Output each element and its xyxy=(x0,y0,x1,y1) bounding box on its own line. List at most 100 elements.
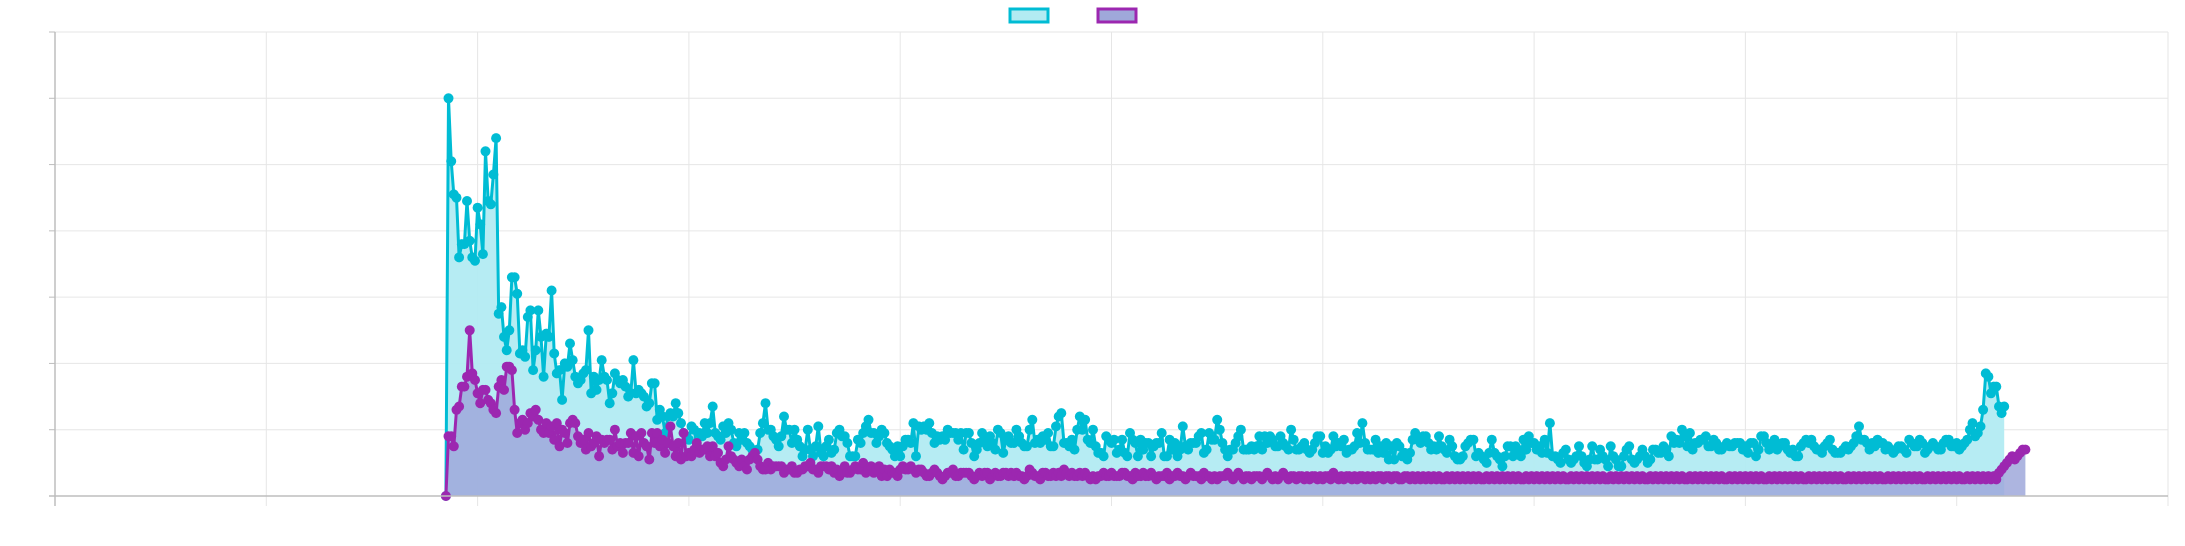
data-point[interactable] xyxy=(1962,434,1973,445)
legend-swatch-series-2[interactable] xyxy=(1096,7,1138,24)
data-point[interactable] xyxy=(470,375,480,385)
data-point[interactable] xyxy=(779,411,789,422)
data-point[interactable] xyxy=(609,424,620,435)
data-point[interactable] xyxy=(760,398,771,409)
data-point[interactable] xyxy=(451,192,462,203)
data-point[interactable] xyxy=(1027,414,1038,425)
data-point[interactable] xyxy=(628,355,639,366)
data-point[interactable] xyxy=(1024,424,1035,435)
data-point[interactable] xyxy=(1196,428,1207,438)
data-point[interactable] xyxy=(707,401,718,412)
data-point[interactable] xyxy=(501,345,512,356)
data-point[interactable] xyxy=(958,444,969,455)
data-point[interactable] xyxy=(1500,451,1510,462)
data-point[interactable] xyxy=(1056,408,1067,419)
data-point[interactable] xyxy=(520,351,531,362)
data-point[interactable] xyxy=(583,428,594,438)
data-point[interactable] xyxy=(1481,457,1492,468)
data-point[interactable] xyxy=(1235,424,1246,435)
data-point[interactable] xyxy=(649,378,660,389)
data-point[interactable] xyxy=(591,384,602,395)
data-point[interactable] xyxy=(570,418,581,429)
data-point[interactable] xyxy=(673,408,684,419)
data-point[interactable] xyxy=(1468,434,1479,445)
data-point[interactable] xyxy=(713,447,723,458)
data-point[interactable] xyxy=(530,404,541,415)
data-point[interactable] xyxy=(485,199,496,210)
data-point[interactable] xyxy=(475,219,486,230)
data-point[interactable] xyxy=(895,451,906,462)
data-point[interactable] xyxy=(1539,434,1550,445)
data-point[interactable] xyxy=(549,348,560,359)
data-point[interactable] xyxy=(789,424,800,435)
data-point[interactable] xyxy=(924,418,935,429)
data-point[interactable] xyxy=(509,404,520,415)
data-point[interactable] xyxy=(726,424,737,435)
data-point[interactable] xyxy=(1560,444,1571,455)
data-point[interactable] xyxy=(1156,428,1167,438)
data-point[interactable] xyxy=(604,434,615,445)
data-point[interactable] xyxy=(1048,441,1059,452)
data-point[interactable] xyxy=(1447,441,1458,452)
data-point[interactable] xyxy=(596,355,607,366)
data-point[interactable] xyxy=(533,305,544,316)
legend[interactable] xyxy=(1008,7,1138,24)
data-point[interactable] xyxy=(623,438,634,448)
data-point[interactable] xyxy=(1457,451,1468,462)
data-point[interactable] xyxy=(644,454,655,465)
data-point[interactable] xyxy=(530,345,541,356)
data-point[interactable] xyxy=(633,451,644,462)
data-point[interactable] xyxy=(454,401,465,412)
data-point[interactable] xyxy=(1555,457,1566,468)
data-point[interactable] xyxy=(567,355,578,366)
data-point[interactable] xyxy=(1975,421,1986,432)
data-point[interactable] xyxy=(1177,421,1188,432)
data-point[interactable] xyxy=(528,365,539,376)
data-point[interactable] xyxy=(594,451,605,462)
data-point[interactable] xyxy=(1663,451,1674,462)
data-point[interactable] xyxy=(1154,438,1164,448)
data-point[interactable] xyxy=(660,447,671,458)
data-point[interactable] xyxy=(1008,438,1019,448)
data-point[interactable] xyxy=(1486,434,1497,445)
data-point[interactable] xyxy=(802,424,813,435)
data-point[interactable] xyxy=(1753,444,1764,455)
data-point[interactable] xyxy=(1338,434,1349,445)
data-point[interactable] xyxy=(454,252,465,263)
data-point[interactable] xyxy=(755,428,766,438)
data-point[interactable] xyxy=(1214,424,1225,435)
data-point[interactable] xyxy=(525,305,536,316)
data-point[interactable] xyxy=(512,428,523,438)
data-point[interactable] xyxy=(715,434,726,445)
data-point[interactable] xyxy=(506,365,517,376)
data-point[interactable] xyxy=(1991,381,2002,392)
data-point[interactable] xyxy=(620,381,631,392)
data-point[interactable] xyxy=(496,375,507,385)
data-point[interactable] xyxy=(1497,461,1508,472)
data-point[interactable] xyxy=(1605,441,1616,452)
data-point[interactable] xyxy=(940,434,951,445)
data-point[interactable] xyxy=(1999,401,2010,412)
data-point[interactable] xyxy=(905,438,916,448)
data-point[interactable] xyxy=(475,398,486,409)
data-point[interactable] xyxy=(480,146,491,157)
data-point[interactable] xyxy=(1357,418,1368,429)
data-point[interactable] xyxy=(1854,421,1864,432)
data-point[interactable] xyxy=(818,451,829,462)
data-point[interactable] xyxy=(470,255,480,266)
data-point[interactable] xyxy=(773,441,784,452)
data-point[interactable] xyxy=(1645,454,1656,465)
data-point[interactable] xyxy=(538,371,549,382)
data-point[interactable] xyxy=(1405,447,1415,458)
data-point[interactable] xyxy=(499,384,509,395)
data-point[interactable] xyxy=(554,441,565,452)
data-point[interactable] xyxy=(842,438,853,448)
data-point[interactable] xyxy=(1983,371,1994,382)
data-point[interactable] xyxy=(559,428,570,438)
data-point[interactable] xyxy=(443,93,454,104)
data-point[interactable] xyxy=(1544,418,1555,429)
data-point[interactable] xyxy=(829,444,840,455)
data-point[interactable] xyxy=(673,438,684,448)
data-point[interactable] xyxy=(742,464,752,475)
data-point[interactable] xyxy=(1109,434,1120,445)
